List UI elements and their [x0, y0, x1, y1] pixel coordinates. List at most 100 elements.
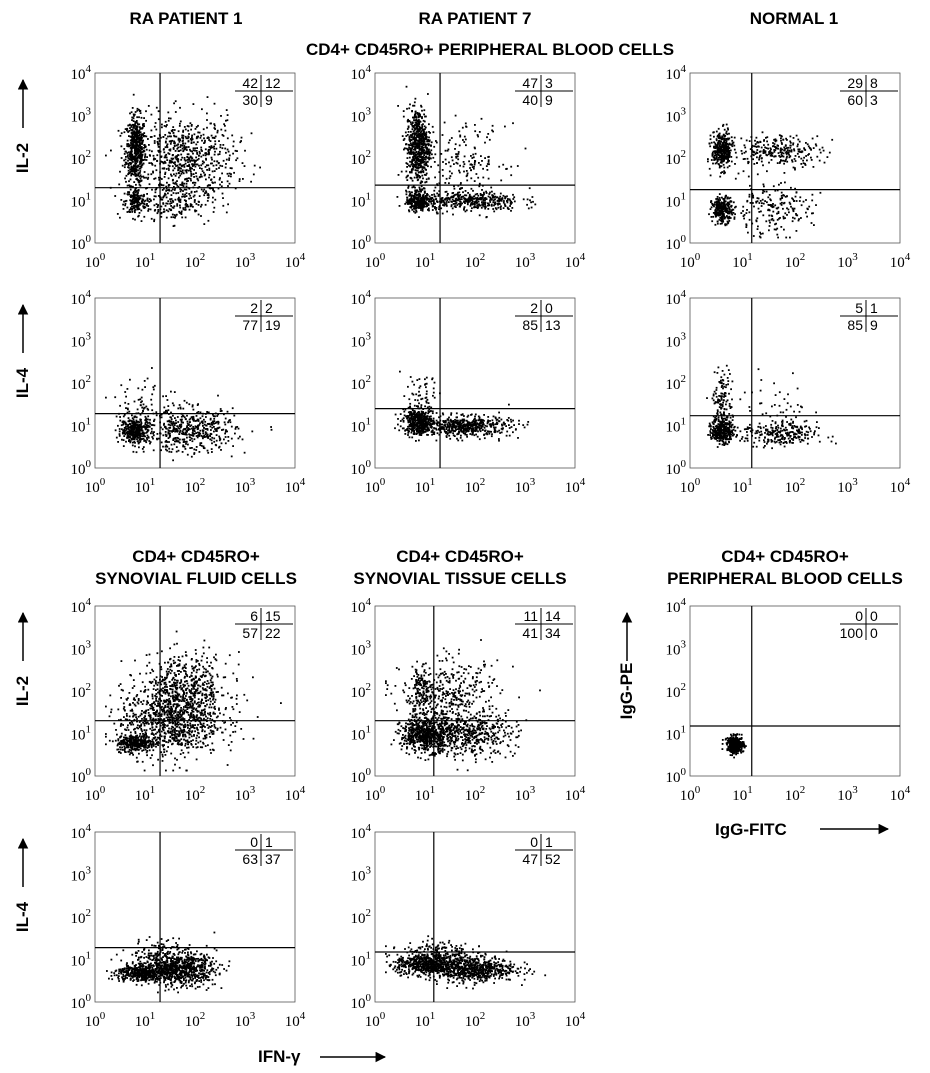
scatter-point	[140, 116, 143, 119]
scatter-point	[437, 195, 440, 197]
scatter-point	[714, 142, 717, 145]
scatter-point	[418, 130, 421, 133]
scatter-point	[435, 140, 437, 142]
scatter-point	[416, 136, 418, 138]
scatter-point	[187, 429, 190, 431]
scatter-point	[192, 435, 195, 437]
scatter-point	[489, 191, 491, 194]
scatter-point	[715, 205, 718, 208]
scatter-point	[141, 448, 144, 450]
scatter-point	[140, 423, 142, 426]
scatter-point	[757, 141, 760, 144]
scatter-point	[414, 119, 416, 122]
scatter-point	[506, 206, 509, 209]
scatter-point	[421, 209, 424, 212]
scatter-point	[165, 153, 168, 156]
scatter-point	[192, 205, 194, 208]
scatter-point	[423, 140, 426, 143]
scatter-point	[129, 426, 131, 429]
scatter-point	[429, 132, 431, 134]
scatter-point	[419, 139, 422, 142]
scatter-point	[448, 177, 451, 180]
scatter-point	[755, 201, 758, 204]
scatter-point	[225, 109, 228, 111]
scatter-point	[135, 204, 138, 207]
scatter-point	[167, 135, 169, 138]
scatter-point	[186, 436, 188, 439]
scatter-point	[495, 196, 498, 199]
scatter-point	[473, 165, 475, 168]
scatter-point	[722, 145, 725, 147]
scatter-point	[510, 200, 512, 203]
scatter-point	[179, 429, 182, 432]
scatter-point	[737, 172, 740, 175]
scatter-point	[798, 155, 800, 158]
scatter-point	[420, 131, 422, 134]
scatter-point	[199, 442, 202, 445]
scatter-point	[416, 189, 419, 192]
scatter-point	[174, 161, 176, 164]
scatter-point	[230, 175, 232, 178]
scatter-point	[727, 153, 730, 155]
scatter-point	[767, 147, 769, 150]
scatter-point	[184, 206, 187, 209]
scatter-point	[452, 213, 454, 216]
scatter-point	[451, 198, 454, 201]
scatter-point	[118, 183, 121, 186]
scatter-point	[417, 114, 420, 117]
scatter-point	[448, 198, 451, 201]
scatter-point	[419, 182, 422, 184]
scatter-point	[719, 151, 722, 153]
scatter-point	[142, 450, 145, 453]
scatter-point	[186, 159, 189, 161]
scatter-point	[124, 430, 127, 432]
scatter-point	[433, 193, 436, 196]
scatter-point	[784, 160, 787, 163]
scatter-point	[464, 200, 467, 203]
scatter-point	[727, 156, 730, 158]
scatter-point	[441, 212, 444, 215]
scatter-point	[442, 174, 444, 177]
scatter-point	[209, 148, 211, 151]
scatter-point	[764, 151, 767, 154]
scatter-point	[148, 440, 151, 442]
scatter-point	[780, 204, 783, 206]
scatter-point	[748, 211, 751, 214]
x-tick-exponent: 0	[695, 251, 701, 263]
scatter-point	[128, 208, 131, 211]
scatter-point	[182, 150, 185, 153]
scatter-point	[788, 156, 791, 159]
scatter-point	[488, 204, 491, 207]
scatter-point	[733, 148, 736, 151]
plot-frame	[94, 72, 296, 244]
scatter-point	[718, 154, 721, 157]
scatter-point	[136, 159, 139, 162]
scatter-point	[208, 174, 211, 176]
scatter-point	[463, 170, 465, 173]
scatter-point	[425, 150, 427, 153]
scatter-point	[129, 163, 132, 166]
scatter-point	[128, 191, 131, 193]
scatter-point	[783, 201, 786, 204]
scatter-point	[453, 205, 456, 208]
scatter-point	[411, 124, 414, 127]
scatter-point	[494, 207, 497, 209]
scatter-point	[177, 440, 179, 443]
scatter-point	[484, 157, 486, 159]
scatter-point	[138, 108, 140, 111]
scatter-point	[135, 121, 138, 123]
scatter-point	[204, 139, 206, 142]
scatter-point	[123, 421, 125, 424]
scatter-point	[137, 141, 140, 144]
scatter-point	[156, 437, 158, 440]
scatter-point	[806, 207, 809, 210]
scatter-point	[491, 194, 494, 196]
scatter-point	[126, 129, 128, 132]
scatter-point	[422, 156, 424, 158]
scatter-point	[182, 207, 185, 209]
scatter-point	[157, 149, 160, 152]
scatter-point	[414, 205, 417, 208]
scatter-point	[806, 215, 808, 218]
scatter-point	[125, 199, 128, 202]
scatter-point	[197, 157, 200, 160]
